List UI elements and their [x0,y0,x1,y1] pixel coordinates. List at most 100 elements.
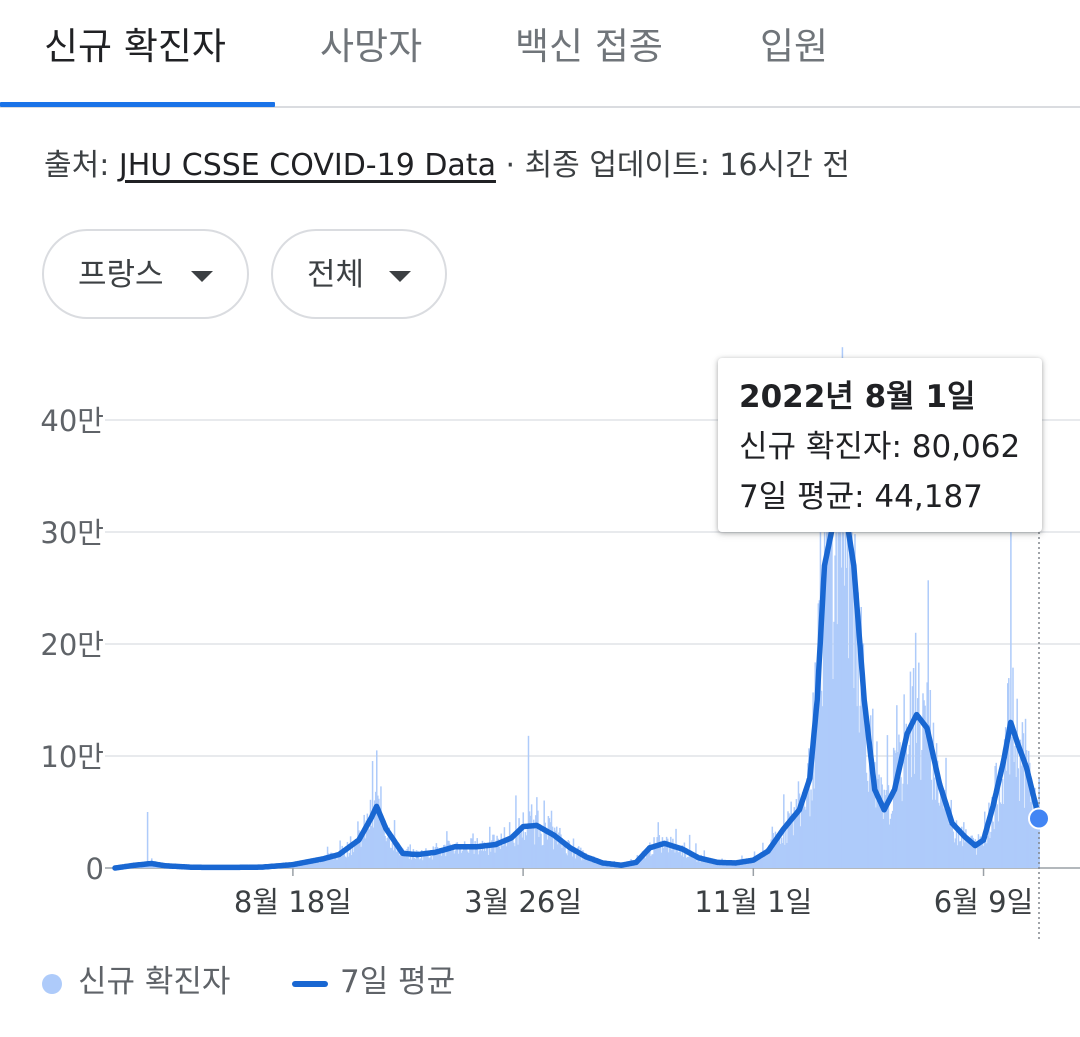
daily-case-bar [329,852,332,868]
daily-case-bar [363,814,365,868]
x-tick-label: 11월 1일 [694,885,812,919]
daily-case-bar [373,800,376,868]
daily-case-bar [805,809,807,868]
daily-case-bar [858,732,860,868]
daily-case-bar [423,852,425,868]
daily-case-bar [681,845,684,868]
daily-case-bar [523,839,526,868]
daily-case-bar [563,841,565,868]
daily-case-bar [740,862,742,868]
daily-case-bar [956,845,959,868]
daily-case-bar [585,852,587,868]
daily-case-bar [301,863,304,868]
daily-case-bar [810,789,812,868]
legend-cases-label: 신규 확진자 [78,964,231,1000]
daily-case-bar [824,585,827,868]
daily-case-bar [665,836,668,868]
daily-case-bar [796,814,799,868]
daily-case-bar [968,837,970,868]
daily-case-bar [699,862,701,868]
daily-case-bar [146,812,149,868]
range-dropdown[interactable]: 전체 [271,229,447,319]
daily-case-bar [958,841,961,868]
daily-case-bar [774,831,777,868]
daily-case-bar [635,864,638,868]
daily-case-bar [387,837,390,868]
daily-case-bar [694,852,696,868]
daily-case-bar [897,751,899,868]
tab-new-cases[interactable]: 신규 확진자 [44,25,226,68]
daily-case-bar [338,854,340,868]
daily-case-bar [495,840,497,868]
daily-case-bar [841,347,844,868]
daily-case-bar [806,778,808,868]
daily-case-bar [884,795,887,868]
daily-case-bar [927,580,929,868]
tooltip-date: 2022년 8월 1일 [739,379,976,415]
daily-case-bar [589,855,591,868]
range-dropdown-label: 전체 [307,257,365,293]
daily-case-bar [823,465,826,868]
cases-chart[interactable]: 0 10만 20만 30만 40만 8월 18일 3월 26일 11월 1일 6월 9일 [0,340,1080,950]
daily-case-bar [893,750,896,868]
tab-vaccinations[interactable]: 백신 접종 [515,25,663,68]
daily-case-bar [411,856,414,868]
tab-hospitalizations[interactable]: 입원 [760,25,829,68]
daily-case-bar [747,859,749,868]
daily-case-bar [782,843,784,868]
daily-case-bar [469,848,471,868]
daily-case-bar [414,858,417,868]
daily-case-bar [663,840,666,868]
daily-case-bar [582,850,584,868]
daily-case-bar [686,856,689,868]
daily-case-bar [1023,807,1026,868]
caret-down-icon [389,271,411,282]
daily-case-bar [976,843,979,868]
daily-case-bar [879,803,881,868]
daily-case-bar [313,860,315,868]
daily-case-bar [1001,778,1004,868]
dot-icon [42,974,62,994]
daily-case-bar [730,863,733,868]
source-link[interactable]: JHU CSSE COVID-19 Data [118,148,496,183]
daily-case-bar [811,800,813,868]
daily-case-bar [930,779,933,868]
daily-case-bar [345,857,348,868]
daily-case-bar [478,850,481,868]
daily-case-bar [429,857,431,868]
daily-case-bar [321,860,324,868]
daily-case-bar [498,846,500,868]
daily-case-bar [419,858,422,868]
daily-case-bar [676,849,678,868]
daily-case-bar [757,856,760,868]
daily-case-bar [845,567,848,868]
daily-case-bar [734,864,737,868]
daily-case-bar [786,842,788,868]
daily-case-bar [1013,761,1015,868]
daily-case-bar [901,801,903,868]
daily-case-bar [430,855,432,868]
daily-case-bar [952,831,955,868]
daily-case-bar [505,846,508,868]
daily-case-bar [955,820,958,868]
daily-case-bar [828,540,830,868]
daily-case-bar [407,846,409,868]
daily-case-bar [863,701,866,868]
daily-case-bar [421,850,423,868]
daily-case-bar [860,606,863,868]
daily-case-bar [512,833,514,868]
daily-case-bar [906,784,909,868]
daily-case-bar [784,844,786,868]
daily-case-bar [717,862,719,868]
daily-case-bar [470,838,472,868]
country-dropdown[interactable]: 프랑스 [42,229,249,319]
tab-deaths[interactable]: 사망자 [320,25,423,68]
daily-case-bar [677,852,679,868]
daily-case-bar [864,711,867,868]
daily-case-bar [701,857,703,868]
daily-case-bar [652,854,654,868]
daily-case-bar [362,829,364,868]
daily-case-bar [920,779,922,868]
daily-case-bar [305,861,308,868]
daily-case-bar [912,668,915,868]
